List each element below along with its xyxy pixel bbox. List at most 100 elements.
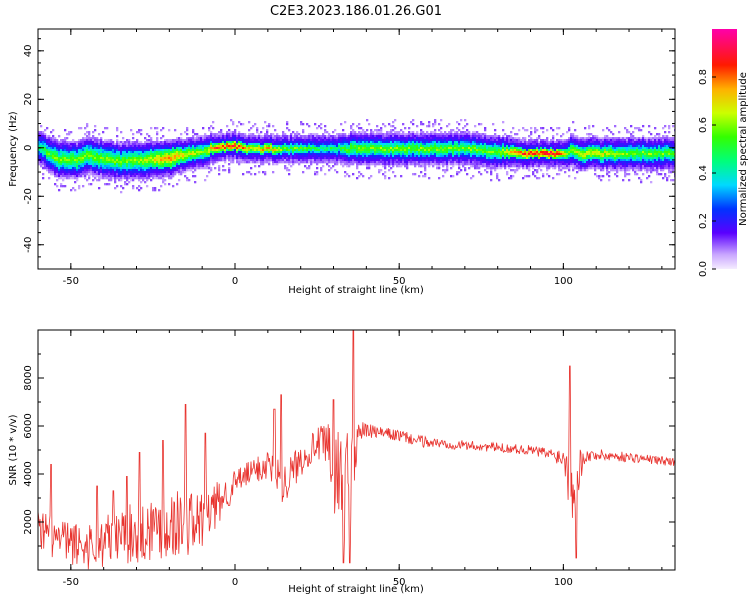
heatmap-cell (298, 161, 301, 164)
heatmap-cell (218, 157, 221, 160)
heatmap-cell (248, 147, 251, 150)
heatmap-cell (516, 153, 519, 156)
heatmap-cell (106, 169, 109, 172)
heatmap-cell (556, 139, 559, 142)
heatmap-cell (256, 145, 259, 148)
heatmap-cell (488, 165, 491, 168)
heatmap-cell (58, 151, 61, 154)
heatmap-cell (328, 147, 331, 150)
heatmap-cell (208, 137, 211, 140)
heatmap-cell (422, 143, 425, 146)
heatmap-cell (210, 133, 213, 136)
heatmap-cell (272, 141, 275, 144)
heatmap-cell (348, 175, 351, 178)
heatmap-cell (508, 155, 511, 158)
heatmap-cell (552, 165, 555, 168)
heatmap-cell (510, 163, 513, 166)
heatmap-cell (56, 149, 59, 152)
heatmap-cell (480, 139, 483, 142)
heatmap-cell (302, 143, 305, 146)
heatmap-cell (80, 157, 83, 160)
heatmap-cell (240, 141, 243, 144)
heatmap-cell (384, 155, 387, 158)
heatmap-cell (118, 169, 121, 172)
heatmap-cell (82, 141, 85, 144)
heatmap-cell (310, 151, 313, 154)
heatmap-cell (452, 129, 455, 132)
heatmap-cell (526, 155, 529, 158)
heatmap-cell (168, 183, 171, 186)
heatmap-cell (192, 153, 195, 156)
heatmap-cell (314, 123, 317, 126)
heatmap-cell (370, 143, 373, 146)
heatmap-cell (50, 147, 53, 150)
heatmap-cell (422, 141, 425, 144)
heatmap-cell (78, 141, 81, 144)
heatmap-cell (176, 137, 179, 140)
heatmap-cell (38, 155, 41, 158)
heatmap-cell (98, 153, 101, 156)
heatmap-cell (398, 145, 401, 148)
heatmap-cell (484, 141, 487, 144)
heatmap-cell (530, 141, 533, 144)
heatmap-cell (212, 159, 215, 162)
heatmap-cell (506, 155, 509, 158)
heatmap-cell (354, 147, 357, 150)
heatmap-cell (74, 141, 77, 144)
heatmap-cell (194, 141, 197, 144)
heatmap-cell (302, 147, 305, 150)
heatmap-cell (132, 141, 135, 144)
heatmap-cell (284, 145, 287, 148)
heatmap-cell (58, 143, 61, 146)
heatmap-cell (418, 165, 421, 168)
heatmap-cell (282, 133, 285, 136)
heatmap-cell (190, 147, 193, 150)
heatmap-cell (222, 143, 225, 146)
heatmap-cell (50, 169, 53, 172)
heatmap-cell (270, 135, 273, 138)
heatmap-cell (214, 141, 217, 144)
heatmap-cell (324, 129, 327, 132)
heatmap-cell (176, 159, 179, 162)
heatmap-cell (66, 149, 69, 152)
heatmap-cell (548, 165, 551, 168)
heatmap-cell (370, 161, 373, 164)
heatmap-cell (544, 149, 547, 152)
heatmap-cell (138, 159, 141, 162)
heatmap-cell (556, 161, 559, 164)
heatmap-cell (320, 167, 323, 170)
heatmap-cell (444, 133, 447, 136)
heatmap-cell (194, 143, 197, 146)
heatmap-cell (556, 153, 559, 156)
heatmap-cell (534, 153, 537, 156)
heatmap-cell (158, 177, 161, 180)
heatmap-cell (560, 139, 563, 142)
heatmap-cell (430, 153, 433, 156)
heatmap-cell (536, 151, 539, 154)
heatmap-cell (440, 153, 443, 156)
heatmap-cell (402, 141, 405, 144)
heatmap-cell (524, 139, 527, 142)
heatmap-cell (290, 139, 293, 142)
heatmap-cell (346, 147, 349, 150)
heatmap-cell (398, 165, 401, 168)
heatmap-cell (244, 151, 247, 154)
heatmap-cell (514, 143, 517, 146)
heatmap-cell (390, 135, 393, 138)
heatmap-cell (208, 153, 211, 156)
heatmap-cell (506, 141, 509, 144)
heatmap-cell (412, 173, 415, 176)
heatmap-cell (70, 153, 73, 156)
heatmap-cell (108, 153, 111, 156)
heatmap-cell (566, 131, 569, 134)
heatmap-cell (494, 135, 497, 138)
heatmap-cell (156, 165, 159, 168)
heatmap-cell (96, 157, 99, 160)
heatmap-cell (140, 165, 143, 168)
heatmap-cell (134, 171, 137, 174)
heatmap-cell (488, 157, 491, 160)
heatmap-cell (194, 175, 197, 178)
heatmap-cell (304, 143, 307, 146)
heatmap-cell (94, 129, 97, 132)
heatmap-cell (64, 137, 67, 140)
